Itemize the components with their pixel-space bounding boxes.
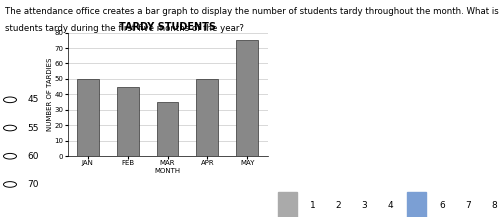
Text: 55: 55 xyxy=(28,123,39,133)
Text: 8: 8 xyxy=(492,201,498,210)
Text: 4: 4 xyxy=(388,201,394,210)
Title: TARDY STUDENTS: TARDY STUDENTS xyxy=(119,22,216,32)
Text: The attendance office creates a bar graph to display the number of students tard: The attendance office creates a bar grap… xyxy=(5,7,500,15)
Text: 6: 6 xyxy=(440,201,446,210)
Text: 7: 7 xyxy=(466,201,471,210)
Text: 1: 1 xyxy=(310,201,316,210)
Bar xyxy=(76,79,98,156)
Y-axis label: NUMBER OF TARDIES: NUMBER OF TARDIES xyxy=(47,58,53,131)
Text: 3: 3 xyxy=(362,201,368,210)
Bar xyxy=(116,87,138,156)
Text: 5: 5 xyxy=(414,201,420,210)
Text: 2: 2 xyxy=(336,201,342,210)
Text: students tardy during the first five months of the year?: students tardy during the first five mon… xyxy=(5,24,244,33)
Text: 60: 60 xyxy=(28,152,39,161)
X-axis label: MONTH: MONTH xyxy=(154,168,180,174)
Text: 70: 70 xyxy=(28,180,39,189)
Bar xyxy=(236,40,258,156)
Bar xyxy=(196,79,218,156)
Bar xyxy=(156,102,178,156)
Text: 45: 45 xyxy=(28,95,39,104)
Text: ◄: ◄ xyxy=(284,201,291,210)
